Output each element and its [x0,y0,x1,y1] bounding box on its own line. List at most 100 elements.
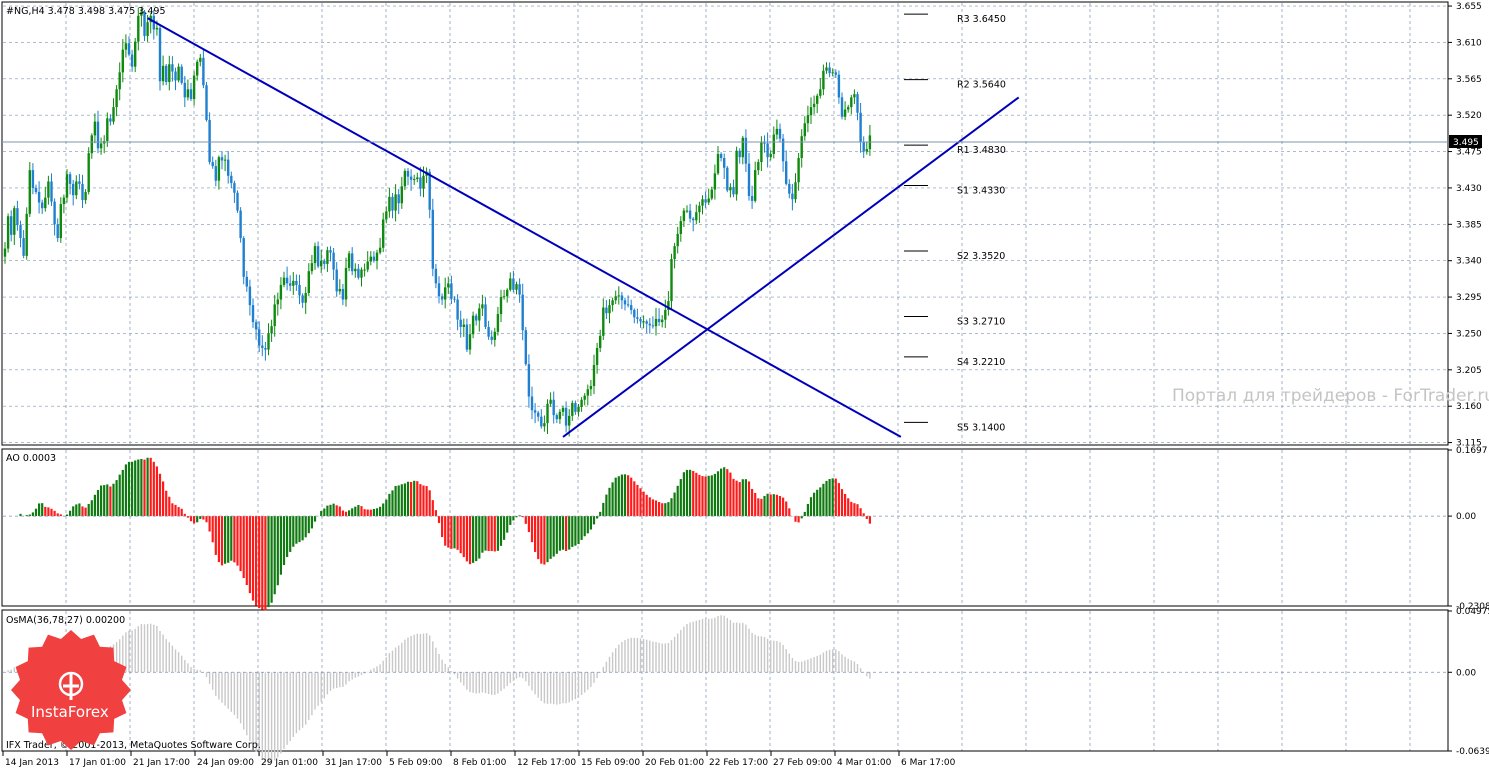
ao-label: AO 0.0003 [6,453,56,464]
candle-body [757,162,760,171]
candle-body [639,318,642,322]
candle-body [196,61,199,76]
candle-body [41,202,44,209]
candle-body [25,213,28,256]
candle-body [518,284,521,295]
candle-body [692,218,695,221]
ao-panel-frame [1,448,1449,607]
candle-body [428,171,431,210]
candle-body [59,204,62,239]
candle-body [853,94,856,98]
candle-body [140,11,143,16]
trendlines[interactable] [147,17,1020,438]
candle-body [205,85,208,121]
candle-body [369,256,372,262]
candle-body [726,167,729,191]
candle-body [605,307,608,314]
candle-body [130,54,134,67]
candle-body [673,246,676,260]
price-axis-label: 3.655 [1456,2,1482,12]
candle-body [527,364,531,397]
candle-body [177,66,180,81]
candle-body [171,64,174,72]
candle-body [465,324,469,350]
candle-body [10,216,13,235]
pivot-label: S5 3.1400 [957,422,1005,433]
candle-body [165,65,168,83]
candle-body [267,333,270,350]
logo-text: InstaForex [31,703,109,721]
candle-body [611,300,614,306]
candle-body [595,347,599,365]
candle-body [307,271,310,294]
candle-body [65,174,69,198]
candle-body [524,330,527,365]
copyright-text: IFX Trader, © 2001-2013, MetaQuotes Soft… [6,740,261,751]
candle-body [797,158,800,183]
candle-body [589,385,593,390]
instaforex-logo: InstaForex [11,630,131,750]
candle-body [158,27,162,82]
candle-body [264,347,267,350]
candle-body [134,41,137,67]
candle-body [809,107,813,116]
candle-body [357,268,360,278]
osma-axis-label: -0.0639 [1456,747,1489,757]
candle-body [816,95,819,104]
pivot-label: R3 3.6450 [957,14,1006,25]
candle-body [738,150,741,158]
price-axis-label: 3.475 [1456,148,1482,158]
candle-body [400,186,403,204]
candle-body [760,142,763,163]
candle-body [859,112,862,142]
candle-body [704,199,707,203]
price-tag-box [1449,135,1482,148]
candle-body [242,238,245,277]
candle-body [248,286,252,306]
price-axis-label: 3.160 [1456,402,1482,412]
candle-body [239,210,242,239]
candle-body [316,246,320,267]
candle-body [828,67,831,74]
time-axis-label: 6 Mar 17:00 [901,758,956,768]
candle-body [772,134,775,154]
time-axis: 14 Jan 2013 17 Jan 01:00 21 Jan 17:00 24 Ja… [2,751,956,768]
candle-body [6,216,10,249]
candle-body [456,299,459,320]
candle-body [199,57,202,62]
candlestick-series[interactable] [3,7,872,437]
candle-body [667,301,670,310]
candle-body [450,283,453,299]
candle-body [453,298,456,300]
candle-body [155,27,159,30]
price-axis-label: 3.520 [1456,111,1482,121]
time-axis-label: 4 Mar 01:00 [837,758,892,768]
candle-body [403,170,407,187]
ao-axis-label: 0.00 [1456,512,1476,522]
time-axis-label: 17 Jan 01:00 [69,758,126,768]
candle-body [313,246,317,264]
candle-body [22,238,25,256]
candle-body [775,128,779,135]
candle-body [56,224,59,239]
candle-body [462,324,465,327]
osma-panel-frame [1,609,1449,752]
candle-body [289,283,292,286]
candle-body [372,256,376,261]
time-axis-label: 22 Feb 17:00 [709,758,768,768]
candle-body [19,225,22,239]
candle-body [670,259,673,302]
candle-body [608,305,611,314]
ao-axis-label: -0.2308 [1456,602,1489,612]
candle-body [564,407,568,426]
candle-body [803,123,806,137]
candle-body [227,159,230,176]
candle-body [183,82,186,98]
candle-body [270,326,273,334]
candle-body [186,89,190,98]
time-axis-label: 15 Feb 09:00 [581,758,640,768]
candle-body [388,196,391,212]
price-axis: 3.655 3.610 3.565 3.520 3.475 3.430 3.385 3.340… [1448,2,1482,449]
candle-body [648,323,651,326]
